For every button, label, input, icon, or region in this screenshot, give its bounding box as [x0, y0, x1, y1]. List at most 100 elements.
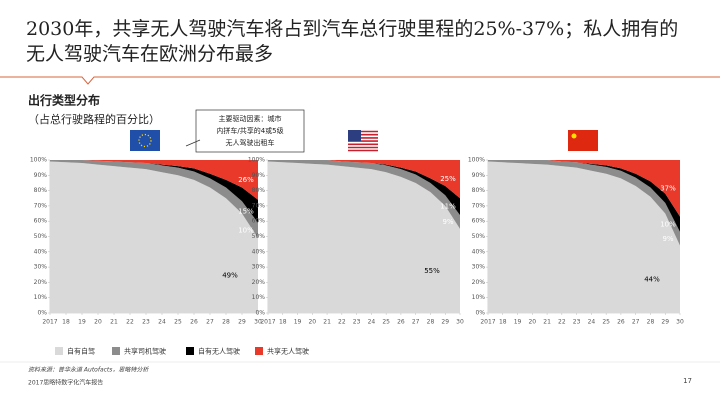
value-label: 26%	[238, 176, 254, 184]
value-label: 10%	[238, 226, 254, 234]
y-tick-label: 60%	[472, 218, 486, 225]
report-name: 2017思略特数字化汽车报告	[28, 379, 103, 387]
value-label: 11%	[440, 203, 456, 211]
legend-label: 共享司机驾驶	[124, 347, 166, 356]
y-tick-label: 20%	[472, 279, 486, 286]
x-tick-label: 23	[142, 319, 150, 326]
x-tick-label: 24	[368, 319, 376, 326]
flag-us	[348, 130, 378, 152]
source: 资料来源：普华永道 Autofacts，思略特分析	[28, 366, 149, 374]
x-tick-label: 28	[427, 319, 435, 326]
title-line: 无人驾驶汽车在欧洲分布最多	[26, 43, 273, 65]
y-tick-label: 100%	[30, 157, 47, 164]
x-tick-label: 30	[676, 319, 684, 326]
x-tick-label: 23	[353, 319, 361, 326]
legend-swatch	[255, 347, 263, 355]
x-tick-label: 25	[382, 319, 390, 326]
y-tick-label: 40%	[252, 248, 266, 255]
value-label: 9%	[662, 235, 673, 243]
title-rule	[0, 76, 720, 85]
y-tick-label: 0%	[37, 310, 47, 317]
y-tick-label: 10%	[472, 294, 486, 301]
x-tick-label: 2017	[260, 319, 275, 326]
y-tick-label: 80%	[34, 187, 48, 194]
flag-eu	[130, 130, 160, 151]
y-tick-label: 70%	[34, 202, 48, 209]
y-tick-label: 10%	[34, 294, 48, 301]
y-tick-label: 0%	[255, 310, 265, 317]
x-tick-label: 21	[110, 319, 118, 326]
y-tick-label: 80%	[472, 187, 486, 194]
x-tick-label: 22	[558, 319, 566, 326]
y-tick-label: 30%	[252, 264, 266, 271]
value-label: 44%	[644, 275, 660, 283]
x-tick-label: 23	[573, 319, 581, 326]
area	[50, 160, 258, 200]
y-tick-label: 40%	[472, 248, 486, 255]
area	[50, 161, 258, 313]
x-tick-label: 19	[78, 319, 86, 326]
callout-text: 无人驾驶出租车	[226, 138, 275, 147]
x-tick-label: 21	[323, 319, 331, 326]
y-tick-label: 20%	[34, 279, 48, 286]
x-tick-label: 22	[338, 319, 346, 326]
x-tick-label: 26	[190, 319, 198, 326]
legend-label: 自有无人驾驶	[198, 347, 240, 356]
value-label: 37%	[660, 184, 676, 192]
x-tick-label: 24	[158, 319, 166, 326]
x-tick-label: 30	[254, 319, 262, 326]
x-tick-label: 28	[647, 319, 655, 326]
legend-swatch	[112, 347, 120, 355]
x-tick-label: 25	[174, 319, 182, 326]
y-tick-label: 70%	[252, 202, 266, 209]
x-tick-label: 22	[126, 319, 134, 326]
page-number: 17	[683, 377, 692, 385]
x-tick-label: 28	[222, 319, 230, 326]
x-tick-label: 18	[62, 319, 70, 326]
y-tick-label: 100%	[468, 157, 485, 164]
x-tick-label: 27	[632, 319, 640, 326]
value-label: 15%	[238, 207, 254, 215]
callout-arrow	[185, 139, 201, 147]
x-tick-label: 26	[617, 319, 625, 326]
x-tick-label: 29	[441, 319, 449, 326]
area	[268, 160, 460, 199]
x-tick-label: 27	[206, 319, 214, 326]
area	[488, 161, 680, 313]
y-tick-label: 30%	[34, 264, 48, 271]
x-tick-label: 2017	[42, 319, 57, 326]
area	[488, 160, 680, 246]
value-label: 10%	[660, 220, 676, 228]
x-tick-label: 27	[412, 319, 420, 326]
y-tick-label: 90%	[34, 172, 48, 179]
y-tick-label: 90%	[252, 172, 266, 179]
legend-label: 共享无人驾驶	[267, 347, 309, 356]
legend-swatch	[55, 347, 63, 355]
x-tick-label: 26	[397, 319, 405, 326]
x-tick-label: 18	[499, 319, 507, 326]
area	[50, 160, 258, 223]
value-label: 9%	[442, 218, 453, 226]
area	[268, 160, 460, 229]
subtitle: 出行类型分布	[28, 93, 100, 108]
y-tick-label: 30%	[472, 264, 486, 271]
x-tick-label: 19	[514, 319, 522, 326]
y-tick-label: 80%	[252, 187, 266, 194]
value-label: 55%	[424, 267, 440, 275]
x-tick-label: 29	[661, 319, 669, 326]
callout-text: 内拼车/共享的4或5级	[216, 126, 283, 135]
x-tick-label: 20	[94, 319, 102, 326]
x-tick-label: 2017	[480, 319, 495, 326]
y-tick-label: 0%	[475, 310, 485, 317]
y-tick-label: 70%	[472, 202, 486, 209]
y-tick-label: 10%	[252, 294, 266, 301]
y-tick-label: 50%	[472, 233, 486, 240]
y-tick-label: 40%	[34, 248, 48, 255]
x-tick-label: 20	[528, 319, 536, 326]
x-tick-label: 20	[308, 319, 316, 326]
y-tick-label: 90%	[472, 172, 486, 179]
y-tick-label: 50%	[252, 233, 266, 240]
y-tick-label: 60%	[252, 218, 266, 225]
y-tick-label: 20%	[252, 279, 266, 286]
